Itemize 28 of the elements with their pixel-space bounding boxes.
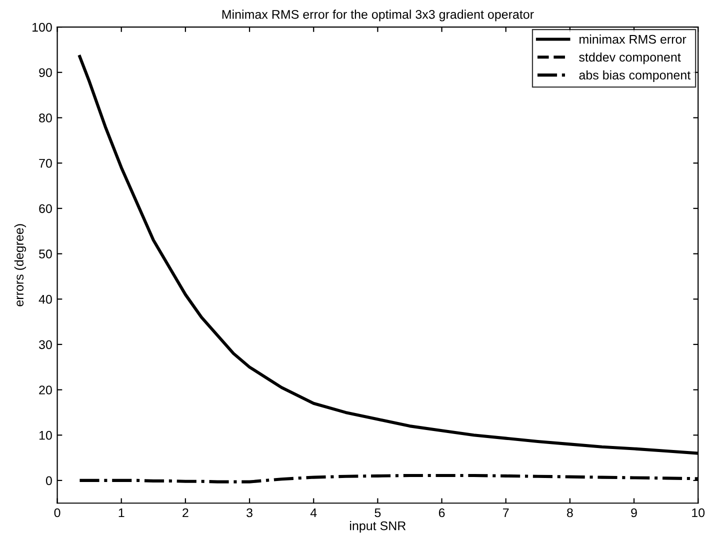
y-tick-label: 100 xyxy=(32,22,52,32)
x-tick-label: 5 xyxy=(374,508,381,518)
x-tick-label: 3 xyxy=(246,508,252,518)
x-tick-label: 8 xyxy=(567,508,573,518)
x-tick-label: 10 xyxy=(692,508,705,518)
y-tick-label: 50 xyxy=(39,250,52,258)
x-axis-title: input SNR xyxy=(350,521,406,533)
x-tick-label: 1 xyxy=(118,508,124,518)
x-tick-label: 6 xyxy=(438,508,445,518)
x-tick-label: 7 xyxy=(503,508,509,518)
chart-title: Minimax RMS error for the optimal 3x3 gradient operator xyxy=(222,10,534,22)
y-tick-label: 20 xyxy=(39,386,52,394)
y-tick-label: 40 xyxy=(38,294,52,304)
y-tick-label: 70 xyxy=(39,158,52,168)
y-tick-label: 30 xyxy=(38,340,52,350)
y-tick-label: 80 xyxy=(39,114,52,122)
x-tick-label: 0 xyxy=(54,508,60,518)
y-tick-label: 0 xyxy=(46,476,52,486)
y-tick-label: 60 xyxy=(39,204,52,214)
y-tick-label: 10 xyxy=(39,430,52,440)
legend-label: abs bias component xyxy=(579,70,691,82)
legend-label: stddev component xyxy=(579,52,681,64)
x-tick-label: 2 xyxy=(182,508,188,518)
x-tick-label: 4 xyxy=(310,508,317,518)
y-axis-title: errors (degree) xyxy=(14,224,26,306)
y-tick-label: 90 xyxy=(39,68,52,78)
x-tick-label: 9 xyxy=(631,508,637,518)
legend-label: minimax RMS error xyxy=(580,34,686,44)
